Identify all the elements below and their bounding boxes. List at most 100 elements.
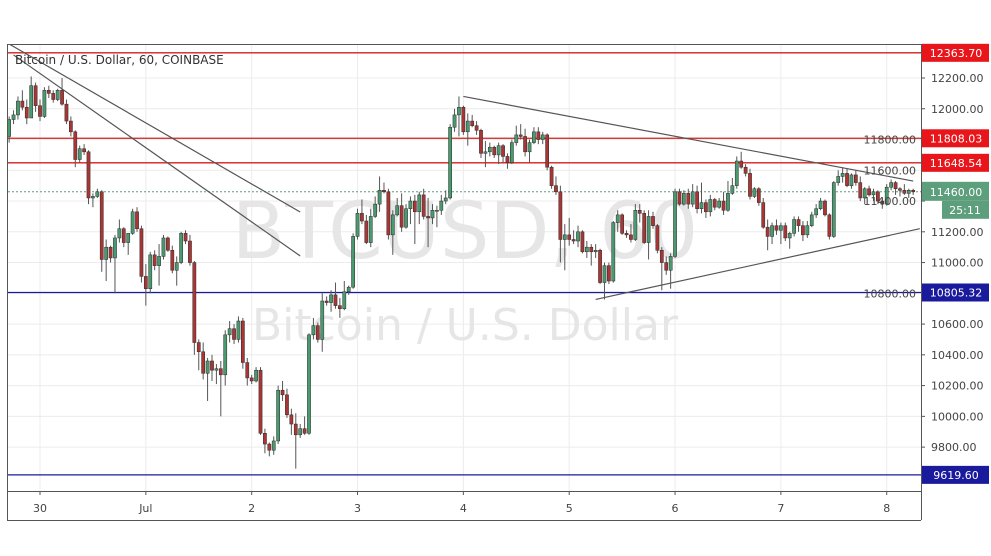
price-axis[interactable]: 9800.00 10000.00 10200.00 10400.00 10600.00 1… [864, 44, 984, 520]
candle-body [232, 328, 236, 340]
candle-down [210, 354, 214, 381]
price-level-label: 10805.32 [930, 287, 983, 300]
candle-up [682, 190, 686, 206]
candle-body [845, 173, 849, 186]
candle-down [263, 428, 267, 454]
candle-body [690, 191, 695, 205]
candle-up [510, 139, 514, 165]
candle-down [659, 247, 664, 291]
candle-body [51, 93, 56, 100]
candle-body [121, 228, 126, 243]
candle-down [474, 121, 479, 135]
candle-down [554, 176, 558, 195]
candle-up [95, 188, 100, 198]
candle-down [315, 322, 320, 343]
candle-down [629, 224, 633, 243]
candle-down [704, 199, 708, 218]
candle-body [161, 237, 166, 257]
candle-body [704, 202, 708, 213]
candle-body [492, 146, 497, 156]
candle-down [258, 367, 263, 435]
candle-body [29, 85, 34, 119]
candle-down [293, 413, 298, 469]
candle-body [443, 197, 448, 202]
bar-countdown: 25:11 [949, 204, 981, 217]
candle-down [756, 187, 761, 206]
candle-down [902, 184, 907, 195]
candle-up [346, 285, 351, 295]
candle-up [390, 210, 395, 255]
trendline[interactable] [595, 228, 920, 301]
candle-down [241, 317, 245, 369]
candle-up [227, 321, 232, 343]
price-level-badge [922, 129, 989, 148]
candle-down [505, 153, 510, 169]
price-level-badge [922, 153, 989, 172]
candle-body [426, 216, 430, 219]
candle-up [734, 156, 739, 189]
candle-body [399, 205, 404, 228]
candle-body [55, 90, 60, 100]
trendline[interactable] [8, 44, 301, 213]
candle-down [545, 133, 549, 171]
candle-up [130, 208, 135, 235]
candle-body [135, 211, 139, 229]
candle-up [787, 231, 792, 249]
candle-body [637, 210, 642, 214]
candle-up [615, 210, 620, 232]
candle-up [439, 194, 444, 215]
candle-up [708, 194, 713, 217]
candle-body [871, 191, 876, 196]
candle-down [677, 188, 682, 206]
candle-body [770, 225, 774, 237]
candle-down [64, 99, 69, 125]
candle-body [836, 176, 841, 183]
time-tick-label: Jul [138, 502, 152, 515]
candle-up [430, 204, 435, 225]
trendlines[interactable] [8, 44, 920, 301]
candle-body [77, 148, 82, 160]
candle-down [360, 199, 364, 225]
candle-body [258, 369, 263, 434]
candle-body [254, 369, 258, 382]
candle-down [823, 199, 827, 217]
candle-down [748, 168, 752, 200]
time-axis[interactable]: 30 Jul 2 3 4 5 6 7 8 [7, 491, 921, 521]
candle-down [267, 442, 272, 457]
candle-down [549, 165, 554, 189]
candle-body [130, 211, 135, 234]
candle-up [646, 210, 651, 260]
candle-up [113, 234, 117, 294]
candle-up [690, 184, 695, 208]
price-badges: 12363.70 11808.03 11648.54 10805.32 9619.60 1… [922, 43, 989, 484]
candle-down [858, 176, 863, 202]
candle-down [33, 82, 38, 112]
candle-body [593, 250, 598, 253]
candle-body [448, 126, 452, 199]
candle-body [862, 188, 867, 199]
candle-body [889, 182, 893, 188]
candle-down [589, 244, 594, 266]
candle-body [263, 433, 267, 445]
price-level-label: 11808.03 [930, 132, 983, 145]
candle-up [435, 205, 439, 228]
candle-body [527, 142, 532, 153]
candles [7, 76, 916, 469]
candle-body [236, 320, 241, 340]
candle-up [633, 204, 638, 242]
candle-down [183, 230, 188, 245]
candle-body [831, 182, 836, 237]
candle-body [664, 262, 669, 271]
candle-body [293, 423, 298, 436]
trendline[interactable] [13, 54, 301, 257]
candle-body [117, 228, 122, 239]
candle-body [223, 334, 228, 376]
trendline[interactable] [463, 95, 914, 182]
price-tick-label: 10000.00 [931, 410, 984, 423]
price-tick-label: 11600.00 [864, 164, 917, 177]
candle-down [245, 357, 250, 386]
candle-body [33, 85, 38, 106]
candle-body [69, 120, 73, 133]
candle-body [241, 320, 245, 363]
